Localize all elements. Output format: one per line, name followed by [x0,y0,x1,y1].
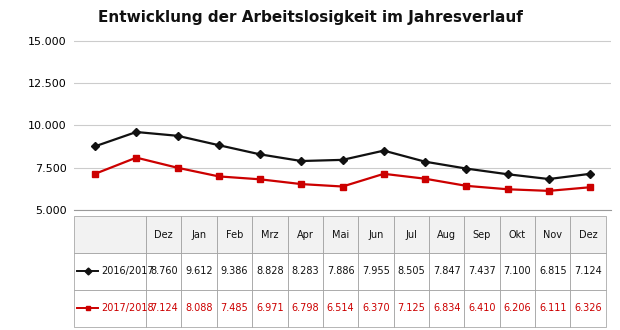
Bar [74,253,146,290]
Text: 7.847: 7.847 [433,266,461,277]
Bar [323,253,358,290]
Text: 8.088: 8.088 [185,303,213,313]
Text: Jan: Jan [192,230,206,240]
Text: Nov: Nov [543,230,562,240]
Bar [429,253,464,290]
Text: Entwicklung der Arbeitslosigkeit im Jahresverlauf: Entwicklung der Arbeitslosigkeit im Jahr… [97,10,523,25]
Bar [252,253,288,290]
Text: Dez: Dez [154,230,173,240]
Bar [429,290,464,327]
Bar [323,290,358,327]
Bar [358,290,394,327]
Text: 7.485: 7.485 [221,303,249,313]
Bar [570,216,606,253]
Bar [74,290,146,327]
Text: 8.828: 8.828 [256,266,284,277]
Bar [570,253,606,290]
Text: 2017/2018: 2017/2018 [101,303,154,313]
Bar [358,216,394,253]
Bar [252,290,288,327]
Text: 6.815: 6.815 [539,266,567,277]
Text: 6.971: 6.971 [256,303,284,313]
Bar [429,216,464,253]
Text: Sep: Sep [473,230,491,240]
Bar [394,253,429,290]
Text: 7.125: 7.125 [397,303,425,313]
Text: 6.834: 6.834 [433,303,461,313]
Text: 7.886: 7.886 [327,266,355,277]
Bar [146,290,182,327]
Text: 6.410: 6.410 [468,303,496,313]
Text: 6.370: 6.370 [362,303,390,313]
Bar [288,253,323,290]
Bar [74,216,146,253]
Text: 9.386: 9.386 [221,266,248,277]
Text: Dez: Dez [578,230,598,240]
Bar [535,216,570,253]
Text: 7.124: 7.124 [574,266,602,277]
Text: 2016/2017: 2016/2017 [101,266,154,277]
Bar [217,216,252,253]
Text: 6.111: 6.111 [539,303,567,313]
Text: Okt: Okt [509,230,526,240]
Bar [500,253,535,290]
Bar [535,290,570,327]
Bar [500,290,535,327]
Text: 6.798: 6.798 [291,303,319,313]
Bar [394,290,429,327]
Bar [464,253,500,290]
Bar [394,216,429,253]
Bar [464,290,500,327]
Bar [146,216,182,253]
Text: 8.283: 8.283 [291,266,319,277]
Bar [288,290,323,327]
Text: 7.124: 7.124 [150,303,178,313]
Text: 6.206: 6.206 [503,303,531,313]
Bar [146,253,182,290]
Bar [182,253,217,290]
Text: Jul: Jul [405,230,417,240]
Text: 8.505: 8.505 [397,266,425,277]
Bar [252,216,288,253]
Bar [182,290,217,327]
Text: Mrz: Mrz [261,230,278,240]
Text: Feb: Feb [226,230,243,240]
Text: 6.326: 6.326 [574,303,602,313]
Text: 7.955: 7.955 [362,266,390,277]
Bar [217,290,252,327]
Bar [288,216,323,253]
Bar [182,216,217,253]
Bar [535,253,570,290]
Text: Mai: Mai [332,230,349,240]
Bar [570,290,606,327]
Bar [464,216,500,253]
Bar [217,253,252,290]
Text: 8.760: 8.760 [150,266,177,277]
Bar [500,216,535,253]
Text: 7.437: 7.437 [468,266,496,277]
Bar [323,216,358,253]
Text: Jun: Jun [368,230,384,240]
Text: 7.100: 7.100 [503,266,531,277]
Text: Apr: Apr [297,230,314,240]
Text: Aug: Aug [437,230,456,240]
Bar [358,253,394,290]
Text: 6.514: 6.514 [327,303,355,313]
Text: 9.612: 9.612 [185,266,213,277]
